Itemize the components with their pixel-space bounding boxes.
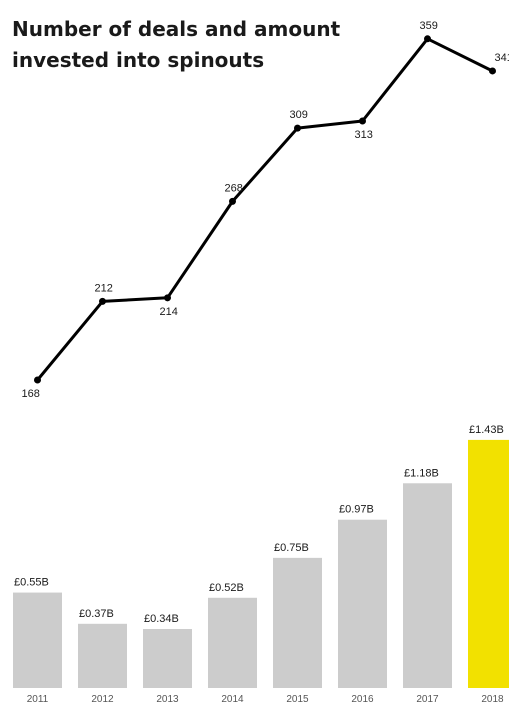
bar-value-labels: £0.55B £0.37B £0.34B £0.52B £0.75B £0.97B £1.1… xyxy=(14,424,504,625)
deal-label-2016: 313 xyxy=(355,129,373,141)
bar-label-2011: £0.55B xyxy=(14,577,49,589)
deal-point-2017 xyxy=(424,35,431,43)
deal-label-2013: 214 xyxy=(160,306,178,318)
bar-series xyxy=(13,439,509,688)
deal-point-2013 xyxy=(164,294,171,302)
bar-2011 xyxy=(13,592,62,688)
x-tick-2012: 2012 xyxy=(91,694,114,704)
bar-2013 xyxy=(143,629,192,688)
deal-point-2018 xyxy=(489,67,496,75)
chart-title: Number of deals and amount invested into… xyxy=(12,17,341,72)
bar-2014 xyxy=(208,597,257,688)
deal-count-labels: 168 212 214 268 309 313 359 341 xyxy=(22,20,509,400)
deal-point-2014 xyxy=(229,197,236,205)
deal-points xyxy=(34,35,496,384)
bar-label-2013: £0.34B xyxy=(144,613,179,625)
x-tick-2018: 2018 xyxy=(481,694,504,704)
bar-label-2017: £1.18B xyxy=(404,467,439,479)
deal-label-2012: 212 xyxy=(95,282,113,294)
deal-label-2015: 309 xyxy=(290,109,308,121)
bar-2018 xyxy=(468,439,509,688)
deal-label-2011: 168 xyxy=(22,388,40,400)
deal-point-2011 xyxy=(34,376,41,384)
deal-point-2012 xyxy=(99,297,106,305)
bar-2015 xyxy=(273,557,322,688)
deal-point-2016 xyxy=(359,117,366,125)
x-tick-2017: 2017 xyxy=(416,694,439,704)
bar-label-2016: £0.97B xyxy=(339,504,374,516)
bar-label-2015: £0.75B xyxy=(274,542,309,554)
deal-point-2015 xyxy=(294,124,301,132)
x-tick-2013: 2013 xyxy=(156,694,179,704)
bar-2017 xyxy=(403,483,452,688)
bar-label-2012: £0.37B xyxy=(79,608,114,620)
bar-2012 xyxy=(78,623,127,688)
deals-line xyxy=(36,37,494,381)
bar-2016 xyxy=(338,519,387,688)
deal-label-2014: 268 xyxy=(225,182,243,194)
bar-label-2014: £0.52B xyxy=(209,582,244,594)
x-tick-2016: 2016 xyxy=(351,694,374,704)
x-tick-2011: 2011 xyxy=(27,694,49,704)
x-tick-2015: 2015 xyxy=(286,694,309,704)
x-tick-2014: 2014 xyxy=(221,694,244,704)
deal-label-2017: 359 xyxy=(420,20,438,32)
x-axis-ticks: 2011 2012 2013 2014 2015 2016 2017 2018 xyxy=(27,694,504,704)
deal-label-2018: 341 xyxy=(495,52,509,64)
bar-label-2018: £1.43B xyxy=(469,424,504,436)
